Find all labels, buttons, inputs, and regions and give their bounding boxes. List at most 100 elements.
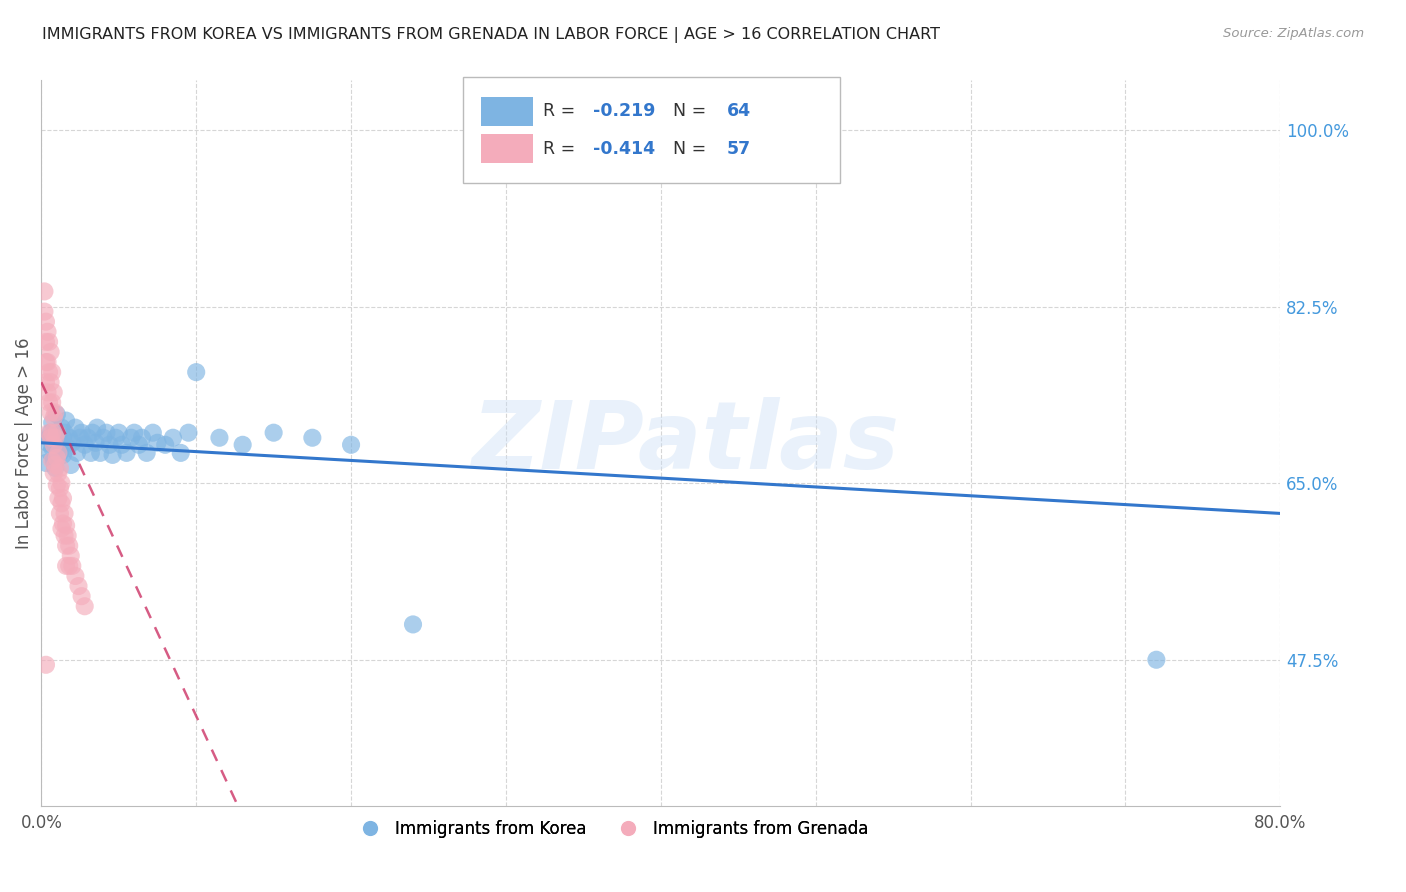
Text: ZIPatlas: ZIPatlas bbox=[471, 397, 900, 489]
Point bbox=[60, 558, 83, 573]
Point bbox=[142, 425, 165, 440]
Point bbox=[48, 446, 70, 460]
Point bbox=[53, 425, 76, 440]
Point bbox=[65, 420, 87, 434]
Point bbox=[135, 446, 157, 460]
Point bbox=[98, 438, 121, 452]
Point bbox=[69, 431, 91, 445]
Point bbox=[48, 441, 70, 455]
Text: IMMIGRANTS FROM KOREA VS IMMIGRANTS FROM GRENADA IN LABOR FORCE | AGE > 16 CORRE: IMMIGRANTS FROM KOREA VS IMMIGRANTS FROM… bbox=[42, 27, 941, 43]
Point bbox=[37, 435, 59, 450]
Point bbox=[41, 365, 63, 379]
Point bbox=[86, 420, 108, 434]
Point bbox=[35, 355, 58, 369]
Point bbox=[59, 458, 82, 472]
Point bbox=[131, 431, 153, 445]
Point bbox=[45, 408, 67, 422]
Point bbox=[51, 522, 73, 536]
Point bbox=[263, 425, 285, 440]
Point bbox=[146, 435, 169, 450]
Point bbox=[51, 476, 73, 491]
Point bbox=[89, 446, 111, 460]
Point bbox=[49, 481, 72, 495]
Point bbox=[56, 441, 79, 455]
Point bbox=[52, 516, 75, 531]
Point bbox=[41, 425, 63, 440]
Point bbox=[39, 405, 62, 419]
Text: N =: N = bbox=[662, 139, 711, 158]
Point bbox=[58, 539, 80, 553]
Point bbox=[52, 431, 75, 445]
Point bbox=[177, 425, 200, 440]
Point bbox=[35, 376, 58, 390]
Point bbox=[44, 458, 66, 472]
Point bbox=[44, 431, 66, 445]
Point bbox=[73, 438, 96, 452]
Point bbox=[53, 507, 76, 521]
Point bbox=[41, 441, 63, 455]
Point bbox=[49, 507, 72, 521]
Point bbox=[37, 385, 59, 400]
Point bbox=[56, 528, 79, 542]
Point bbox=[232, 438, 254, 452]
FancyBboxPatch shape bbox=[463, 78, 841, 183]
Point bbox=[42, 454, 65, 468]
Point bbox=[42, 438, 65, 452]
Point bbox=[80, 446, 103, 460]
Point bbox=[45, 450, 67, 465]
Point bbox=[48, 431, 70, 445]
Point bbox=[39, 431, 62, 445]
Point bbox=[34, 304, 56, 318]
Point bbox=[45, 425, 67, 440]
Point bbox=[39, 425, 62, 440]
Point bbox=[38, 334, 60, 349]
Point bbox=[170, 446, 193, 460]
Point bbox=[96, 425, 118, 440]
Point bbox=[84, 435, 107, 450]
Point bbox=[91, 431, 114, 445]
Point bbox=[49, 461, 72, 475]
Point bbox=[59, 549, 82, 563]
Point bbox=[111, 438, 134, 452]
Point bbox=[55, 414, 77, 428]
Point bbox=[51, 438, 73, 452]
Point bbox=[58, 558, 80, 573]
Text: -0.414: -0.414 bbox=[593, 139, 655, 158]
Text: R =: R = bbox=[543, 103, 581, 120]
Point bbox=[162, 431, 184, 445]
Text: N =: N = bbox=[662, 103, 711, 120]
Point bbox=[101, 448, 124, 462]
Point bbox=[39, 345, 62, 359]
Point bbox=[35, 456, 58, 470]
Point bbox=[128, 438, 150, 452]
Point bbox=[208, 431, 231, 445]
Point bbox=[42, 466, 65, 480]
Point bbox=[58, 431, 80, 445]
Point bbox=[402, 617, 425, 632]
Point bbox=[340, 438, 363, 452]
Point bbox=[186, 365, 208, 379]
Point bbox=[49, 446, 72, 460]
Point bbox=[107, 425, 129, 440]
Point bbox=[45, 478, 67, 492]
Text: Source: ZipAtlas.com: Source: ZipAtlas.com bbox=[1223, 27, 1364, 40]
Point bbox=[45, 425, 67, 440]
Point bbox=[38, 395, 60, 409]
Point bbox=[34, 285, 56, 299]
Text: R =: R = bbox=[543, 139, 581, 158]
Point bbox=[42, 410, 65, 425]
Point bbox=[155, 438, 177, 452]
Point bbox=[44, 438, 66, 452]
Point bbox=[37, 325, 59, 339]
FancyBboxPatch shape bbox=[481, 134, 533, 163]
Point bbox=[35, 315, 58, 329]
Point bbox=[48, 491, 70, 506]
Point bbox=[1144, 653, 1167, 667]
Text: 57: 57 bbox=[727, 139, 751, 158]
Point bbox=[115, 446, 138, 460]
Point bbox=[37, 355, 59, 369]
Point bbox=[38, 425, 60, 440]
Point bbox=[104, 431, 127, 445]
Point bbox=[44, 405, 66, 419]
Point bbox=[52, 448, 75, 462]
